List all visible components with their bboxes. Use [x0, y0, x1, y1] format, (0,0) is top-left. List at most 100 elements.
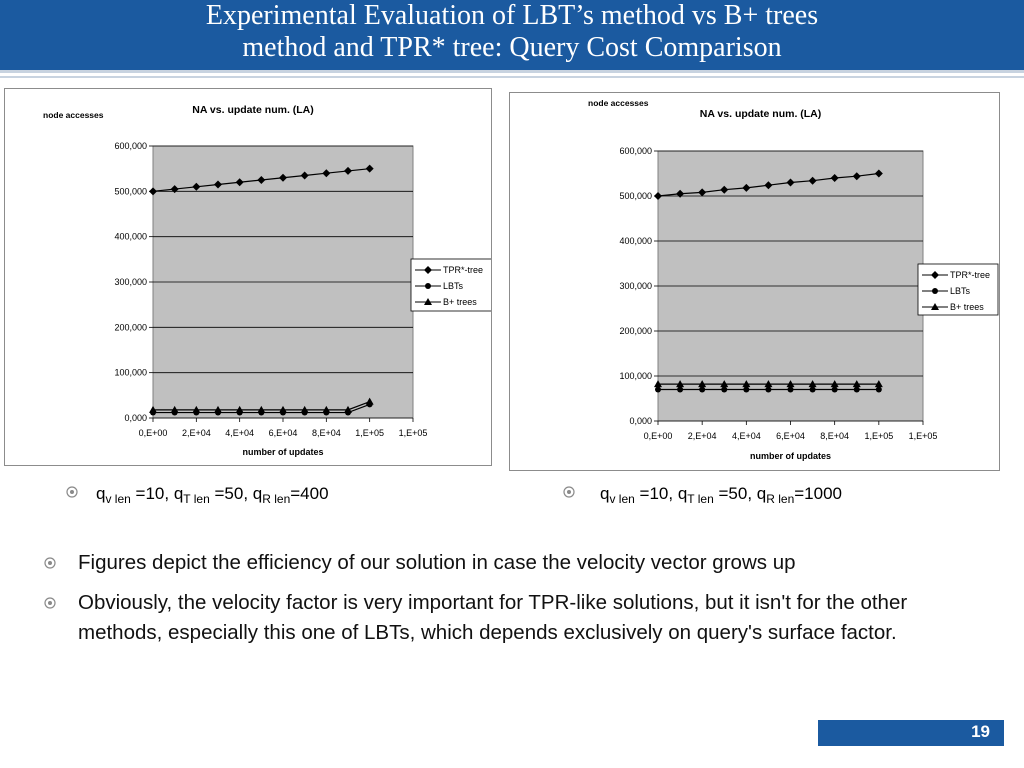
bullet-item: Obviously, the velocity factor is very i…	[44, 588, 984, 648]
data-point-diamond	[170, 185, 179, 194]
slide-title: Experimental Evaluation of LBT’s method …	[0, 0, 1024, 64]
data-point-diamond	[257, 176, 266, 184]
legend-marker-diamond	[931, 271, 939, 279]
y-tick-label: 300,000	[619, 281, 652, 291]
legend-marker-diamond	[424, 266, 432, 274]
data-point-circle	[831, 386, 838, 393]
chart-right: 0,000 100,000 200,000 300,000 400,000 500,000…	[588, 98, 999, 461]
page-number-bar: 19	[818, 720, 1004, 746]
bullet-item: Figures depict the efficiency of our sol…	[44, 548, 984, 578]
chart-panel-left: 0,000 100,000 200,000 300,000 400,000 500,000…	[4, 88, 492, 466]
y-tick-label: 100,000	[114, 368, 147, 378]
data-point-diamond	[698, 188, 707, 197]
x-tick-label: 2,E+04	[182, 428, 211, 438]
x-tick-label: 0,E+00	[139, 428, 168, 438]
bullet-diamond-icon	[44, 557, 56, 569]
data-point-diamond	[720, 185, 729, 194]
legend-marker-triangle	[931, 303, 939, 310]
data-point-triangle	[214, 405, 222, 413]
x-axis-label: number of updates	[242, 447, 323, 457]
data-point-triangle	[698, 380, 707, 388]
data-point-triangle	[742, 380, 751, 388]
legend-label: TPR*-tree	[443, 265, 483, 275]
title-divider-thin	[0, 76, 1024, 78]
data-point-circle	[787, 386, 794, 393]
bullet-text: Obviously, the velocity factor is very i…	[78, 591, 908, 644]
data-point-diamond	[235, 178, 244, 187]
data-point-circle	[875, 386, 882, 393]
y-tick-label: 0,000	[124, 413, 147, 423]
data-point-circle	[699, 386, 706, 393]
data-point-triangle	[344, 405, 352, 413]
x-tick-label: 1,E+05	[355, 428, 384, 438]
data-point-triangle	[830, 380, 839, 388]
legend-label: B+ trees	[443, 297, 477, 307]
data-point-diamond	[322, 169, 331, 178]
y-tick-label: 200,000	[619, 326, 652, 336]
legend-label: LBTs	[443, 281, 464, 291]
data-point-diamond	[808, 176, 817, 185]
data-point-circle	[677, 386, 684, 393]
bullet-diamond-icon	[44, 597, 56, 609]
data-point-triangle	[170, 405, 179, 413]
y-tick-label: 500,000	[114, 186, 147, 196]
y-tick-label: 200,000	[114, 322, 147, 332]
y-tick-label: 100,000	[619, 371, 652, 381]
y-tick-label: 400,000	[114, 232, 147, 242]
legend-label: B+ trees	[950, 302, 984, 312]
y-tick-label: 600,000	[114, 141, 147, 151]
data-point-diamond	[852, 172, 861, 181]
data-point-triangle	[235, 405, 244, 413]
data-point-diamond	[300, 171, 309, 180]
x-tick-label: 6,E+04	[776, 431, 805, 441]
data-point-diamond	[786, 178, 795, 187]
y-tick-label: 500,000	[619, 191, 652, 201]
data-point-triangle	[874, 380, 883, 388]
x-axis-label: number of updates	[750, 451, 831, 461]
legend-label: LBTs	[950, 286, 971, 296]
data-point-triangle	[654, 380, 662, 388]
data-point-triangle	[808, 380, 817, 388]
data-point-diamond	[365, 164, 374, 173]
data-point-circle	[853, 386, 860, 393]
x-tick-label: 6,E+04	[269, 428, 298, 438]
x-tick-label: 1,E+05	[399, 428, 428, 438]
data-point-triangle	[852, 380, 861, 388]
caption-left: qv len =10, qT len =50, qR len=400	[96, 484, 329, 506]
data-point-triangle	[149, 405, 157, 413]
legend-marker-triangle	[424, 298, 432, 305]
x-tick-label: 0,E+00	[644, 431, 673, 441]
y-tick-label: 0,000	[629, 416, 652, 426]
data-point-diamond	[764, 181, 773, 190]
x-tick-label: 4,E+04	[225, 428, 254, 438]
y-axis-label: node accesses	[43, 110, 104, 120]
x-tick-label: 1,E+05	[864, 431, 893, 441]
data-point-diamond	[279, 173, 287, 182]
title-divider	[0, 70, 1024, 73]
y-tick-label: 400,000	[619, 236, 652, 246]
data-point-diamond	[214, 180, 222, 189]
data-point-triangle	[279, 405, 287, 413]
x-tick-label: 4,E+04	[732, 431, 761, 441]
data-point-triangle	[322, 405, 331, 413]
x-tick-label: 8,E+04	[820, 431, 849, 441]
chart-title: NA vs. update num. (LA)	[192, 104, 314, 116]
y-tick-label: 600,000	[619, 146, 652, 156]
data-point-triangle	[786, 380, 795, 388]
data-point-triangle	[764, 380, 773, 388]
page-number: 19	[971, 722, 990, 741]
bullet-text: Figures depict the efficiency of our sol…	[78, 551, 796, 574]
x-tick-label: 8,E+04	[312, 428, 341, 438]
data-point-diamond	[742, 183, 751, 192]
data-point-triangle	[720, 380, 729, 388]
slide-title-line2: method and TPR* tree: Query Cost Compari…	[242, 32, 782, 63]
bullet-list: Figures depict the efficiency of our sol…	[44, 548, 984, 658]
data-point-diamond	[654, 192, 662, 200]
x-tick-label: 2,E+04	[688, 431, 717, 441]
data-point-diamond	[830, 174, 839, 182]
data-point-diamond	[874, 169, 883, 178]
chart-title: NA vs. update num. (LA)	[700, 108, 822, 120]
data-point-diamond	[676, 189, 685, 198]
data-point-diamond	[149, 187, 157, 196]
chart-left: 0,000 100,000 200,000 300,000 400,000 500,000…	[43, 104, 491, 457]
